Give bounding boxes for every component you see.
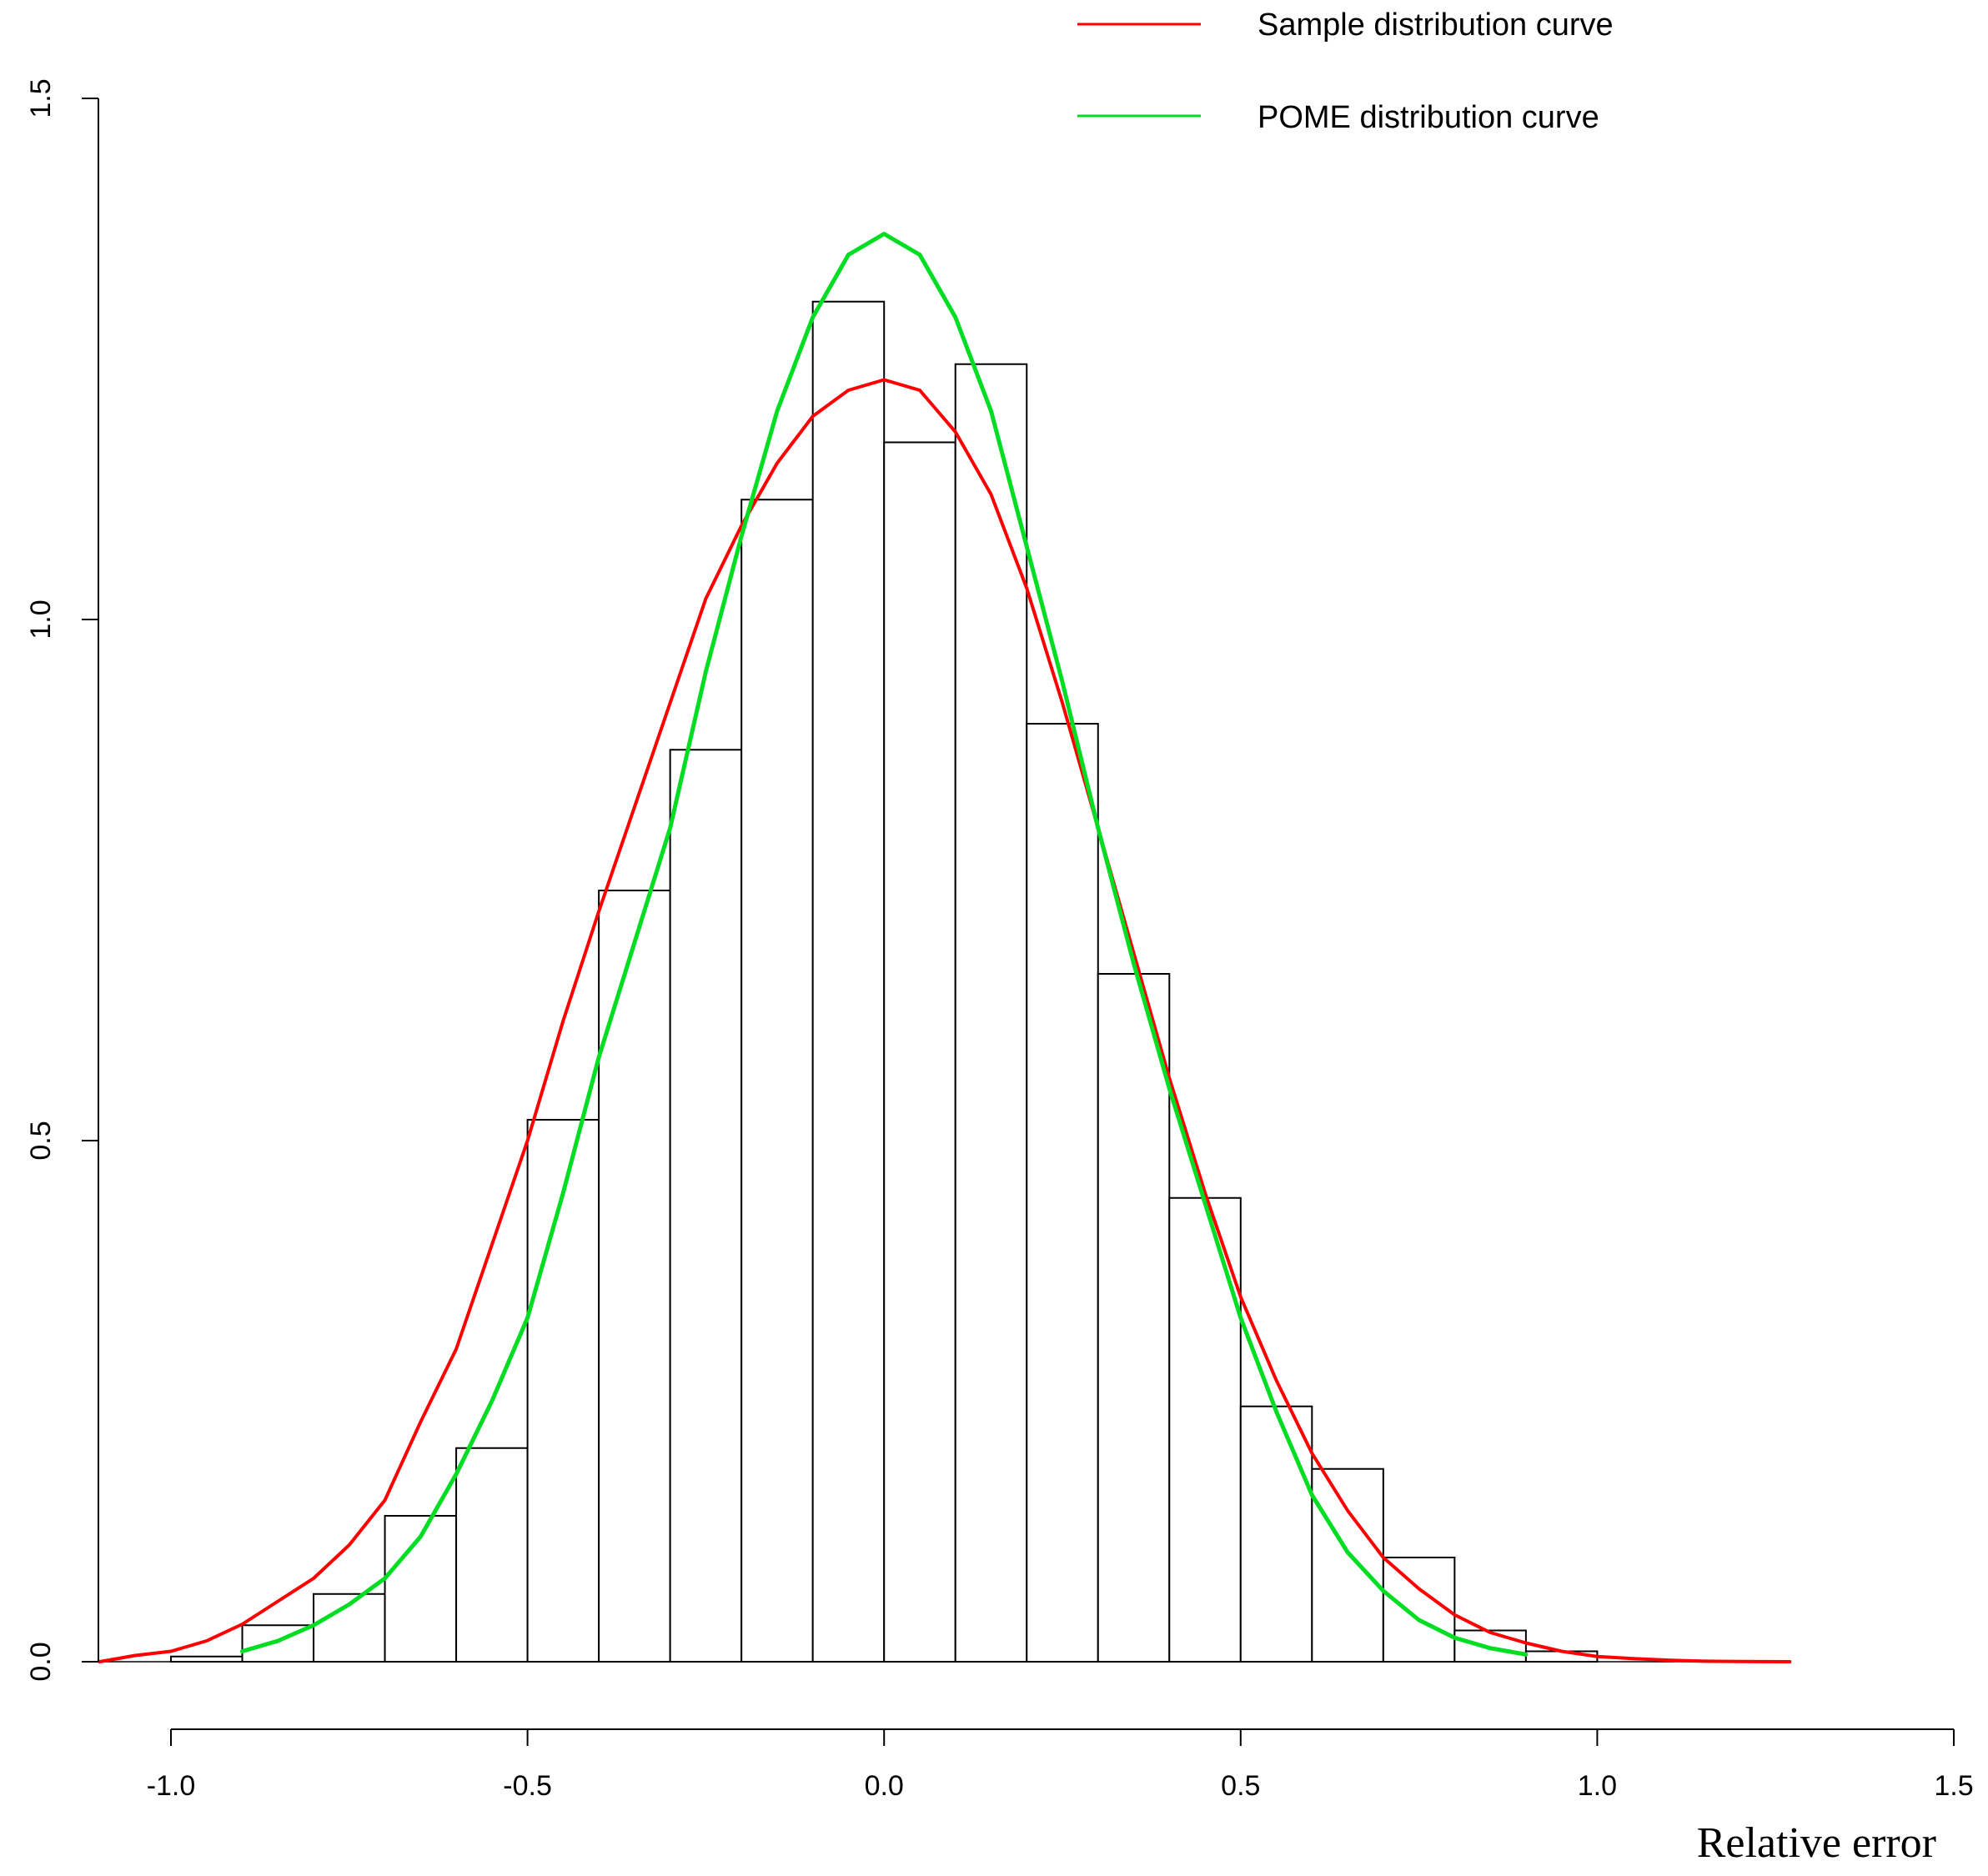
histogram-bar [1311, 1467, 1384, 1663]
x-axis: -1.0 -0.5 0.0 0.5 1.0 1.5 Relative error [147, 1728, 1974, 1867]
x-tick-label: 1.5 [1934, 1770, 1973, 1802]
histogram-bar [384, 1515, 458, 1663]
x-tick-label: 0.5 [1221, 1770, 1260, 1802]
histogram-bar [455, 1447, 529, 1663]
y-tick-label: 0.0 [25, 1642, 57, 1681]
histogram-bar [526, 1119, 600, 1663]
x-tick-label: 1.0 [1578, 1770, 1617, 1802]
histogram-bar [954, 363, 1028, 1663]
pome-distribution-curve [240, 232, 1529, 1657]
histogram-bar [1097, 973, 1171, 1663]
histogram-bar [669, 749, 743, 1663]
legend-label-sample: Sample distribution curve [1258, 8, 1614, 43]
histogram-bar [740, 499, 814, 1663]
x-tick-label: -1.0 [147, 1770, 196, 1802]
histogram-bars [99, 300, 1790, 1663]
histogram-bar [1239, 1405, 1313, 1663]
x-tick-label: 0.0 [865, 1770, 904, 1802]
histogram-bar [170, 1655, 243, 1663]
density-curves [98, 232, 1792, 1663]
sample-distribution-curve [98, 378, 1792, 1663]
histogram-bar [811, 300, 886, 1663]
histogram-bar [883, 441, 956, 1663]
legend-label-pome: POME distribution curve [1258, 100, 1599, 135]
histogram-bar [1382, 1557, 1456, 1663]
legend: Sample distribution curve POME distribut… [1077, 8, 1614, 135]
y-ticks: 0.0 0.5 1.0 1.5 [25, 78, 98, 1682]
histogram-bar [1026, 723, 1099, 1663]
x-tick-label: -0.5 [503, 1770, 552, 1802]
x-axis-label: Relative error [1697, 1819, 1936, 1867]
y-axis: 0.0 0.5 1.0 1.5 [25, 78, 99, 1682]
x-ticks: -1.0 -0.5 0.0 0.5 1.0 1.5 [147, 1729, 1974, 1802]
y-tick-label: 1.5 [25, 78, 57, 118]
histogram-bar [598, 890, 671, 1663]
y-tick-label: 1.0 [25, 599, 57, 639]
y-tick-label: 0.5 [25, 1121, 57, 1160]
